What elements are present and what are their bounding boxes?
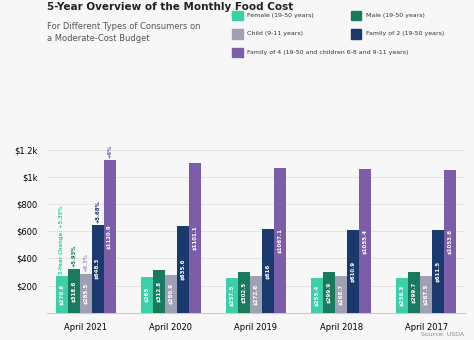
Text: $302.5: $302.5 — [242, 282, 246, 303]
Text: For Different Types of Consumers on
a Moderate-Cost Budget: For Different Types of Consumers on a Mo… — [47, 22, 201, 43]
Text: $318.6: $318.6 — [71, 280, 76, 302]
Text: $610.9: $610.9 — [350, 261, 356, 282]
Bar — [104, 160, 116, 313]
Text: +6.3%: +6.3% — [83, 253, 88, 272]
Bar — [91, 225, 104, 313]
Bar — [262, 229, 274, 313]
Bar — [396, 278, 408, 313]
Text: Family of 2 (19-50 years): Family of 2 (19-50 years) — [366, 32, 444, 36]
Text: $1101.1: $1101.1 — [192, 226, 197, 250]
Text: $648.3: $648.3 — [95, 258, 100, 279]
Text: +5.68%: +5.68% — [95, 200, 100, 223]
Bar — [153, 270, 165, 313]
Text: +6%: +6% — [107, 145, 112, 158]
Text: $1055.4: $1055.4 — [363, 228, 367, 254]
Bar — [323, 272, 335, 313]
Text: $1067.1: $1067.1 — [277, 228, 283, 253]
Text: $257.5: $257.5 — [229, 285, 235, 306]
Text: $267.5: $267.5 — [424, 284, 428, 305]
Text: $285.5: $285.5 — [83, 283, 88, 304]
Text: $268.7: $268.7 — [338, 284, 344, 305]
Text: 5-Year Change: +5.35%: 5-Year Change: +5.35% — [59, 205, 64, 274]
Text: $635.6: $635.6 — [180, 259, 185, 280]
Bar — [238, 272, 250, 313]
Text: $611.5: $611.5 — [436, 261, 441, 282]
Text: $270.8: $270.8 — [59, 284, 64, 305]
Bar — [68, 270, 80, 313]
Text: $312.8: $312.8 — [156, 281, 162, 302]
Bar — [359, 169, 371, 313]
Text: +5.93%: +5.93% — [71, 245, 76, 268]
Text: $299.9: $299.9 — [327, 282, 332, 303]
Bar — [80, 274, 91, 313]
Bar — [408, 272, 420, 313]
Bar — [274, 168, 286, 313]
Bar — [250, 276, 262, 313]
Bar — [177, 226, 189, 313]
Bar — [432, 230, 444, 313]
Bar — [141, 277, 153, 313]
Text: Child (9-11 years): Child (9-11 years) — [247, 32, 303, 36]
Bar — [165, 275, 177, 313]
Text: $272.6: $272.6 — [254, 284, 258, 305]
Text: $1120.9: $1120.9 — [107, 224, 112, 249]
Bar — [226, 278, 238, 313]
Bar — [335, 276, 347, 313]
Bar — [444, 170, 456, 313]
Text: $265: $265 — [145, 287, 149, 302]
Bar — [311, 278, 323, 313]
Text: $616: $616 — [265, 263, 270, 278]
Text: $1053.6: $1053.6 — [447, 229, 453, 254]
Text: Male (19-50 years): Male (19-50 years) — [366, 13, 425, 18]
Text: Family of 4 (19-50 and children 6-8 and 9-11 years): Family of 4 (19-50 and children 6-8 and … — [247, 50, 409, 55]
Text: Source: USDA: Source: USDA — [421, 332, 465, 337]
Text: $255.4: $255.4 — [315, 285, 320, 306]
Text: $299.7: $299.7 — [412, 282, 417, 303]
Bar — [420, 276, 432, 313]
Bar — [56, 276, 68, 313]
Text: $280.9: $280.9 — [168, 283, 173, 304]
Text: 5-Year Overview of the Monthly Food Cost: 5-Year Overview of the Monthly Food Cost — [47, 2, 294, 12]
Bar — [347, 230, 359, 313]
Bar — [189, 163, 201, 313]
Text: Female (19-50 years): Female (19-50 years) — [247, 13, 314, 18]
Text: $256.3: $256.3 — [400, 285, 405, 306]
